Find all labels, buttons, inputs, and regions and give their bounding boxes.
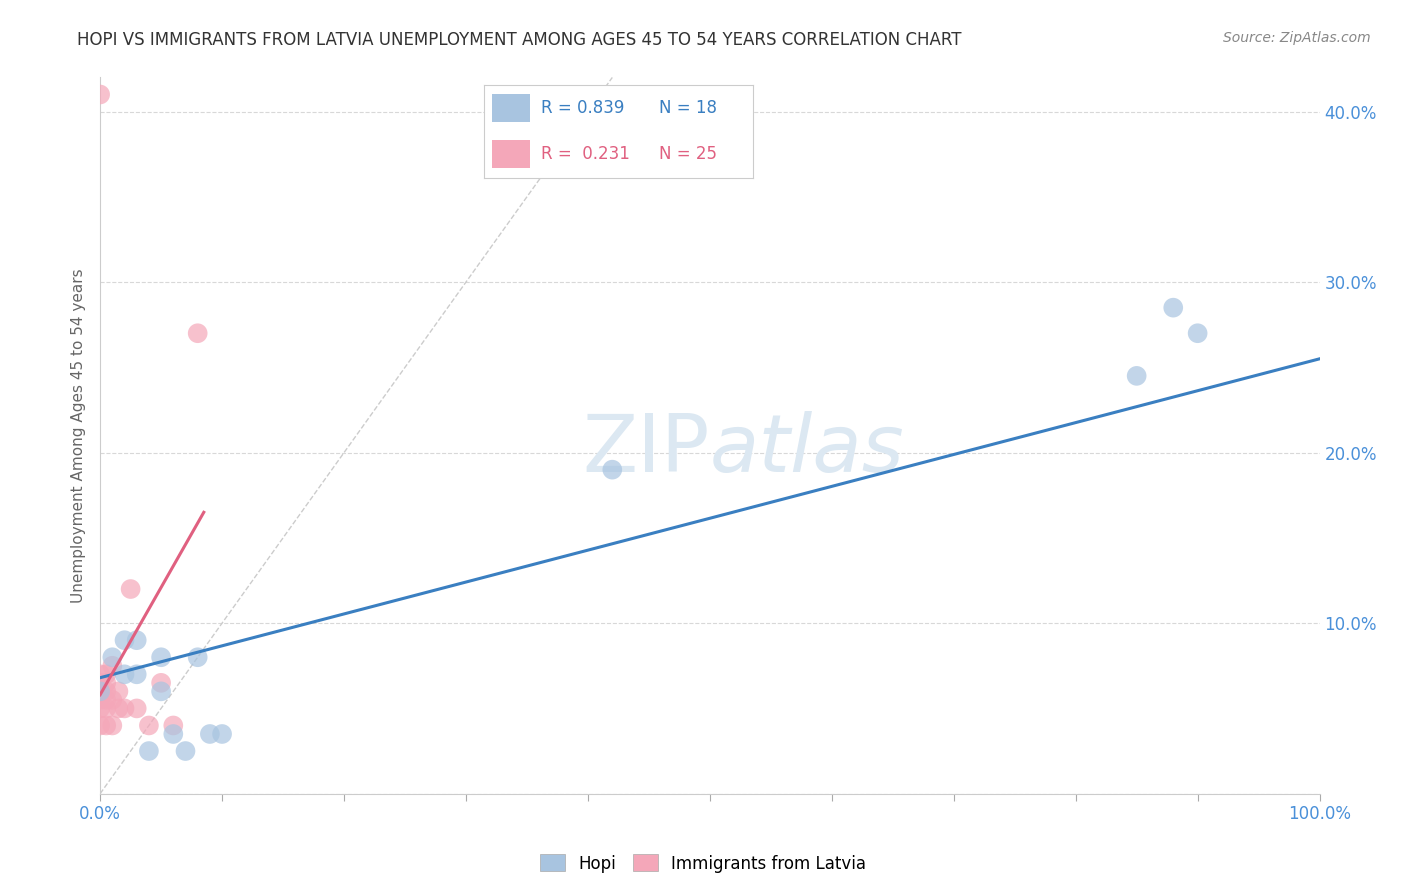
Point (96, 693, 118, 707)
Text: Source: ZipAtlas.com: Source: ZipAtlas.com (1223, 31, 1371, 45)
Point (89, 718, 111, 732)
Point (120, 582, 142, 596)
Point (96, 667, 118, 681)
Point (89, 701, 111, 715)
Point (125, 701, 148, 715)
Point (114, 701, 136, 715)
Point (1161, 301, 1184, 315)
Point (101, 658, 124, 673)
Point (107, 684, 129, 698)
Point (174, 744, 197, 758)
Point (187, 650, 209, 665)
Point (101, 650, 124, 665)
Point (138, 718, 160, 732)
Point (96, 676, 118, 690)
Point (89, 684, 111, 698)
Point (138, 744, 160, 758)
Point (211, 727, 233, 741)
Point (600, 463, 623, 477)
Point (150, 684, 173, 698)
Text: HOPI VS IMMIGRANTS FROM LATVIA UNEMPLOYMENT AMONG AGES 45 TO 54 YEARS CORRELATIO: HOPI VS IMMIGRANTS FROM LATVIA UNEMPLOYM… (77, 31, 962, 49)
Point (89, 676, 111, 690)
Point (198, 727, 221, 741)
Point (89, 693, 111, 707)
Point (187, 326, 209, 341)
Point (96, 718, 118, 732)
Point (162, 727, 184, 741)
Point (125, 667, 148, 681)
Text: atlas: atlas (710, 411, 904, 489)
Point (162, 718, 184, 732)
Point (96, 701, 118, 715)
Point (150, 676, 173, 690)
Point (107, 701, 129, 715)
Point (101, 718, 124, 732)
Point (96, 684, 118, 698)
Text: ZIP: ZIP (582, 411, 710, 489)
Point (89, 667, 111, 681)
Point (101, 693, 124, 707)
Point (89, 87, 111, 102)
Point (150, 650, 173, 665)
Point (114, 633, 136, 648)
Legend: Hopi, Immigrants from Latvia: Hopi, Immigrants from Latvia (533, 847, 873, 880)
Point (1125, 368, 1147, 383)
Point (114, 667, 136, 681)
Point (1187, 326, 1209, 341)
Point (89, 684, 111, 698)
Point (125, 633, 148, 648)
Y-axis label: Unemployment Among Ages 45 to 54 years: Unemployment Among Ages 45 to 54 years (72, 268, 86, 603)
